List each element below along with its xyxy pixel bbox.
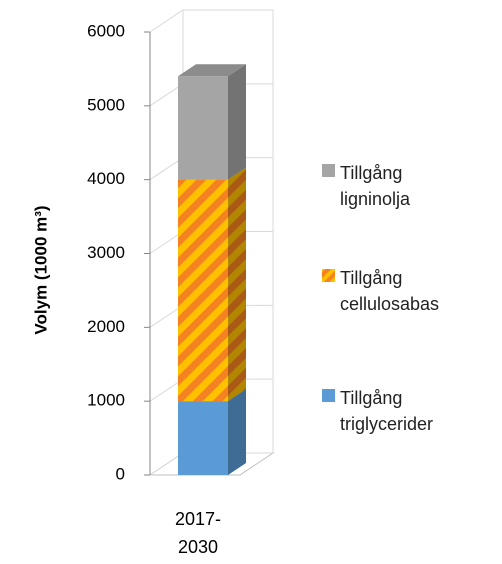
bar-segment	[178, 76, 228, 180]
legend-item: Tillgång cellulosabas	[322, 265, 470, 317]
y-tick-label: 6000	[87, 21, 125, 40]
bar-side-shade	[228, 64, 246, 180]
legend-label: Tillgång cellulosabas	[340, 268, 440, 314]
x-tick-label: 2017-2030	[174, 509, 222, 557]
bar-top	[178, 64, 246, 77]
y-axis-label: Volym (1000 m³)	[31, 205, 50, 334]
bar-top-shade	[178, 64, 246, 77]
y-tick-label: 5000	[87, 95, 125, 114]
bar-side-shade	[228, 167, 246, 402]
y-tick-label: 3000	[87, 243, 125, 262]
bar-segment	[178, 401, 228, 475]
bar-side	[228, 64, 246, 180]
grid-line	[149, 9, 273, 33]
y-tick-label: 1000	[87, 391, 125, 410]
legend-item: Tillgång triglycerider	[322, 385, 470, 437]
y-tick-label: 0	[116, 464, 125, 483]
legend-swatch	[322, 164, 335, 177]
y-tick-label: 4000	[87, 169, 125, 188]
legend-swatch	[322, 269, 335, 282]
bar-segment	[178, 179, 228, 402]
legend-item: Tillgång ligninolja	[322, 160, 470, 212]
bar-side	[228, 389, 246, 475]
legend-label: Tillgång triglycerider	[340, 388, 434, 434]
legend-label: Tillgång ligninolja	[340, 163, 411, 209]
bar-side-shade	[228, 389, 246, 475]
bar-side	[228, 167, 246, 402]
y-tick-label: 2000	[87, 317, 125, 336]
legend-swatch	[322, 389, 335, 402]
